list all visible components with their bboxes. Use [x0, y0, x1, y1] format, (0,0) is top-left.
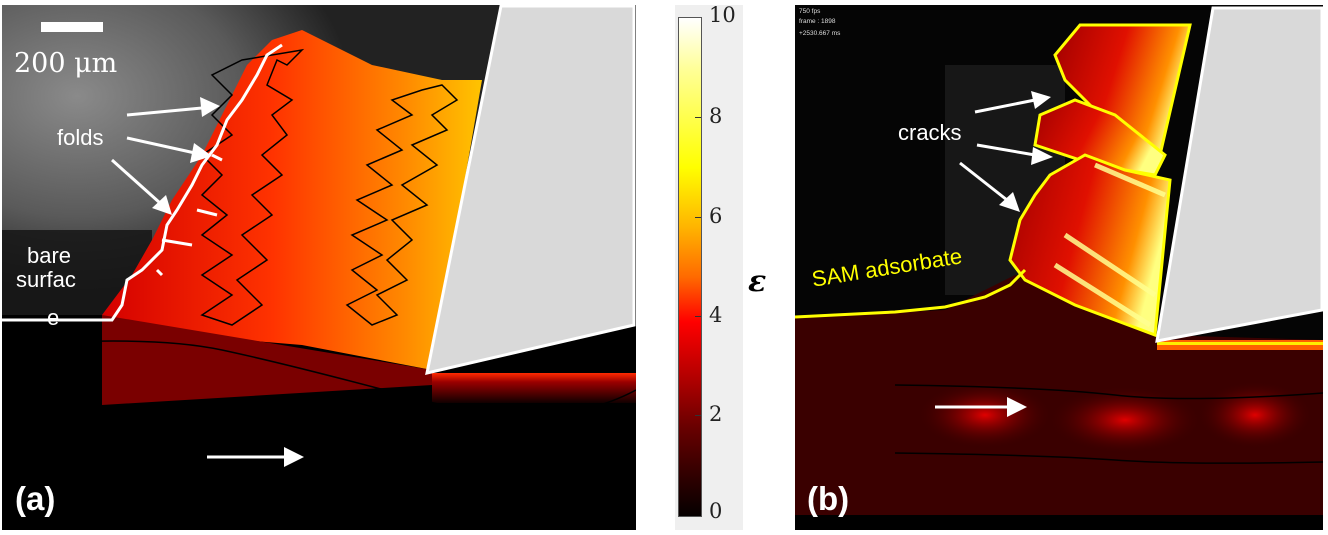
- colorbar-tick-6: 6: [709, 204, 723, 228]
- strain-symbol: ε: [748, 264, 767, 299]
- colorbar-tick-0: 0: [709, 499, 723, 523]
- scale-bar-label: 200 μm: [14, 48, 118, 79]
- bare-surface-label-2: surfac: [16, 267, 76, 292]
- panel-b-graphic: [795, 5, 1323, 530]
- colorbar-tick-10: 10: [709, 3, 736, 27]
- fold-marks: [155, 153, 223, 277]
- contour-lines: [11, 48, 636, 481]
- overlay-fps: 750 fps: [799, 8, 821, 15]
- contour-lines-b: [894, 384, 1323, 464]
- panel-a-letter: (a): [15, 480, 56, 517]
- chip-segments: [1008, 23, 1192, 338]
- panel-b-letter: (b): [807, 480, 850, 517]
- colorbar: 10 8 6 4 2 0: [675, 3, 743, 530]
- folds-label: folds: [57, 125, 104, 150]
- panel-a-graphic: [2, 5, 636, 530]
- bare-surface-label-1: bare: [27, 243, 72, 268]
- tool-a: [425, 5, 636, 375]
- tool-b: [1155, 6, 1323, 343]
- scale-bar: [41, 22, 103, 32]
- arrows-a: [110, 97, 304, 467]
- panel-b: 750 fps frame : 1898 +2530.667 ms cracks…: [795, 5, 1323, 530]
- colorbar-tick-2: 2: [709, 402, 723, 426]
- bare-surface-label-3: e: [47, 305, 60, 330]
- cracks-label: cracks: [898, 120, 962, 145]
- colorbar-gradient: [678, 17, 702, 517]
- arrows-b: [935, 91, 1053, 417]
- overlay-time: +2530.667 ms: [799, 30, 841, 37]
- colorbar-tick-8: 8: [709, 104, 723, 128]
- colorbar-tick-4: 4: [709, 303, 723, 327]
- overlay-frame: frame : 1898: [799, 18, 836, 25]
- panel-a: 200 μm folds bare surfac e (a): [2, 5, 636, 530]
